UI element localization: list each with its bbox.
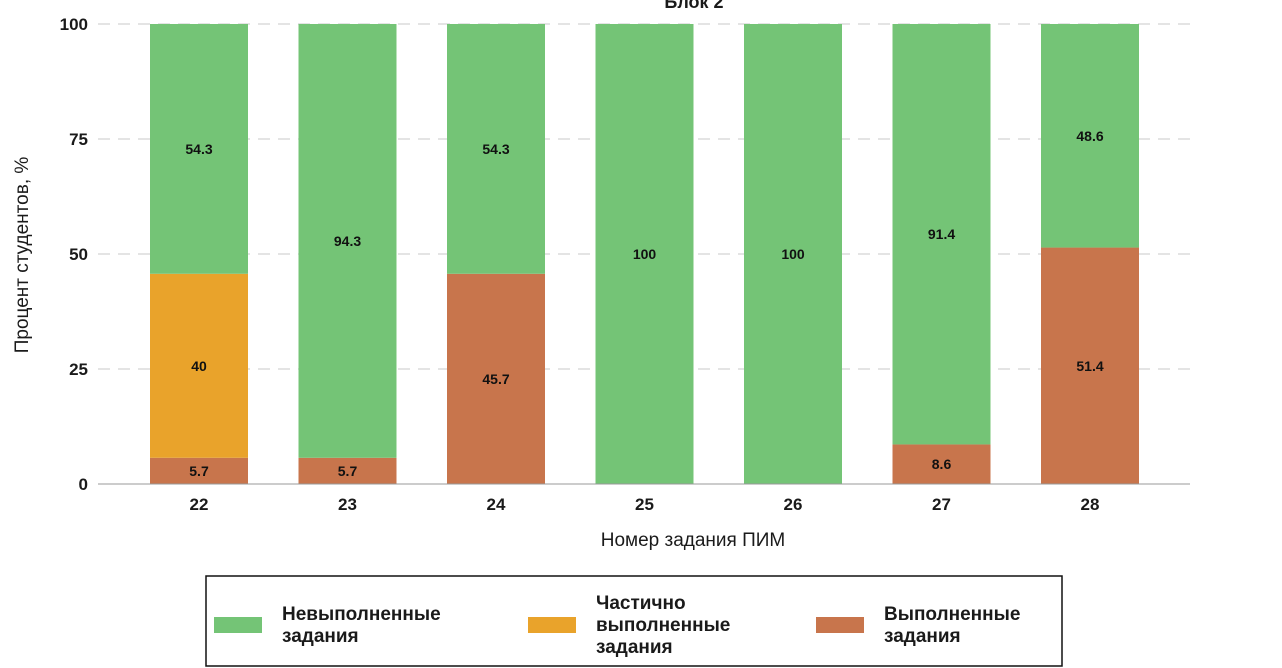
bar-value-label: 5.7 (338, 463, 358, 479)
bar-value-label: 45.7 (482, 371, 509, 387)
y-tick-label: 100 (60, 15, 88, 34)
bar-value-label: 54.3 (482, 141, 509, 157)
bar-value-label: 54.3 (185, 141, 212, 157)
y-axis-label: Процент студентов, % (12, 157, 33, 354)
bar-value-label: 5.7 (189, 463, 209, 479)
bar-segment (150, 24, 248, 274)
y-tick-label: 25 (69, 360, 88, 379)
chart-title: Блок 2 (664, 0, 723, 12)
bar-value-label: 100 (781, 246, 805, 262)
bar-value-label: 51.4 (1076, 358, 1103, 374)
bar-segment (298, 457, 397, 484)
bar-segment (298, 24, 397, 458)
legend-label: Невыполненные (282, 604, 441, 625)
legend: НевыполненныезаданияЧастичновыполненныез… (205, 575, 1063, 667)
legend-label: задания (596, 637, 673, 658)
bar-segment (892, 444, 991, 484)
legend-label: задания (884, 626, 961, 647)
bar-segment (447, 24, 545, 274)
legend-swatch (214, 617, 262, 633)
x-axis-label: Номер задания ПИМ (601, 530, 786, 551)
x-tick-label: 26 (784, 495, 803, 514)
bar-value-label: 48.6 (1076, 128, 1103, 144)
x-axis-ticks: 22 23 24 25 26 27 28 (190, 495, 1100, 514)
legend-swatch (528, 617, 576, 633)
x-tick-label: 23 (338, 495, 357, 514)
y-tick-label: 0 (79, 475, 88, 494)
x-tick-label: 28 (1081, 495, 1100, 514)
bar-value-label: 40 (191, 358, 207, 374)
legend-label: выполненные (596, 615, 730, 636)
y-tick-label: 75 (69, 130, 88, 149)
legend-box (205, 575, 1063, 667)
x-tick-label: 27 (932, 495, 951, 514)
bar-value-label: 100 (633, 246, 657, 262)
x-tick-label: 22 (190, 495, 209, 514)
bars: 5.7 40 54.3 5.7 94.3 45.7 54.3 100 100 8.6 91.4 51.… (150, 24, 1139, 484)
legend-label: задания (282, 626, 359, 647)
legend-swatch (816, 617, 864, 633)
bar-value-label: 94.3 (334, 233, 361, 249)
bar-segment (150, 457, 248, 484)
x-tick-label: 25 (635, 495, 654, 514)
legend-label: Частично (596, 593, 686, 614)
bar-value-label: 8.6 (932, 456, 952, 472)
bar-segment (892, 24, 991, 445)
bar-segment (1041, 24, 1139, 248)
bar-segment (744, 24, 842, 484)
bar-segment (1041, 247, 1139, 484)
legend-label: Выполненные (884, 604, 1020, 625)
x-tick-label: 24 (487, 495, 506, 514)
y-tick-label: 50 (69, 245, 88, 264)
bar-segment (150, 273, 248, 458)
y-axis-ticks: 0 25 50 75 100 (60, 15, 88, 494)
bar-value-label: 91.4 (928, 226, 955, 242)
bar-segment (595, 24, 694, 484)
bar-segment (447, 273, 545, 484)
